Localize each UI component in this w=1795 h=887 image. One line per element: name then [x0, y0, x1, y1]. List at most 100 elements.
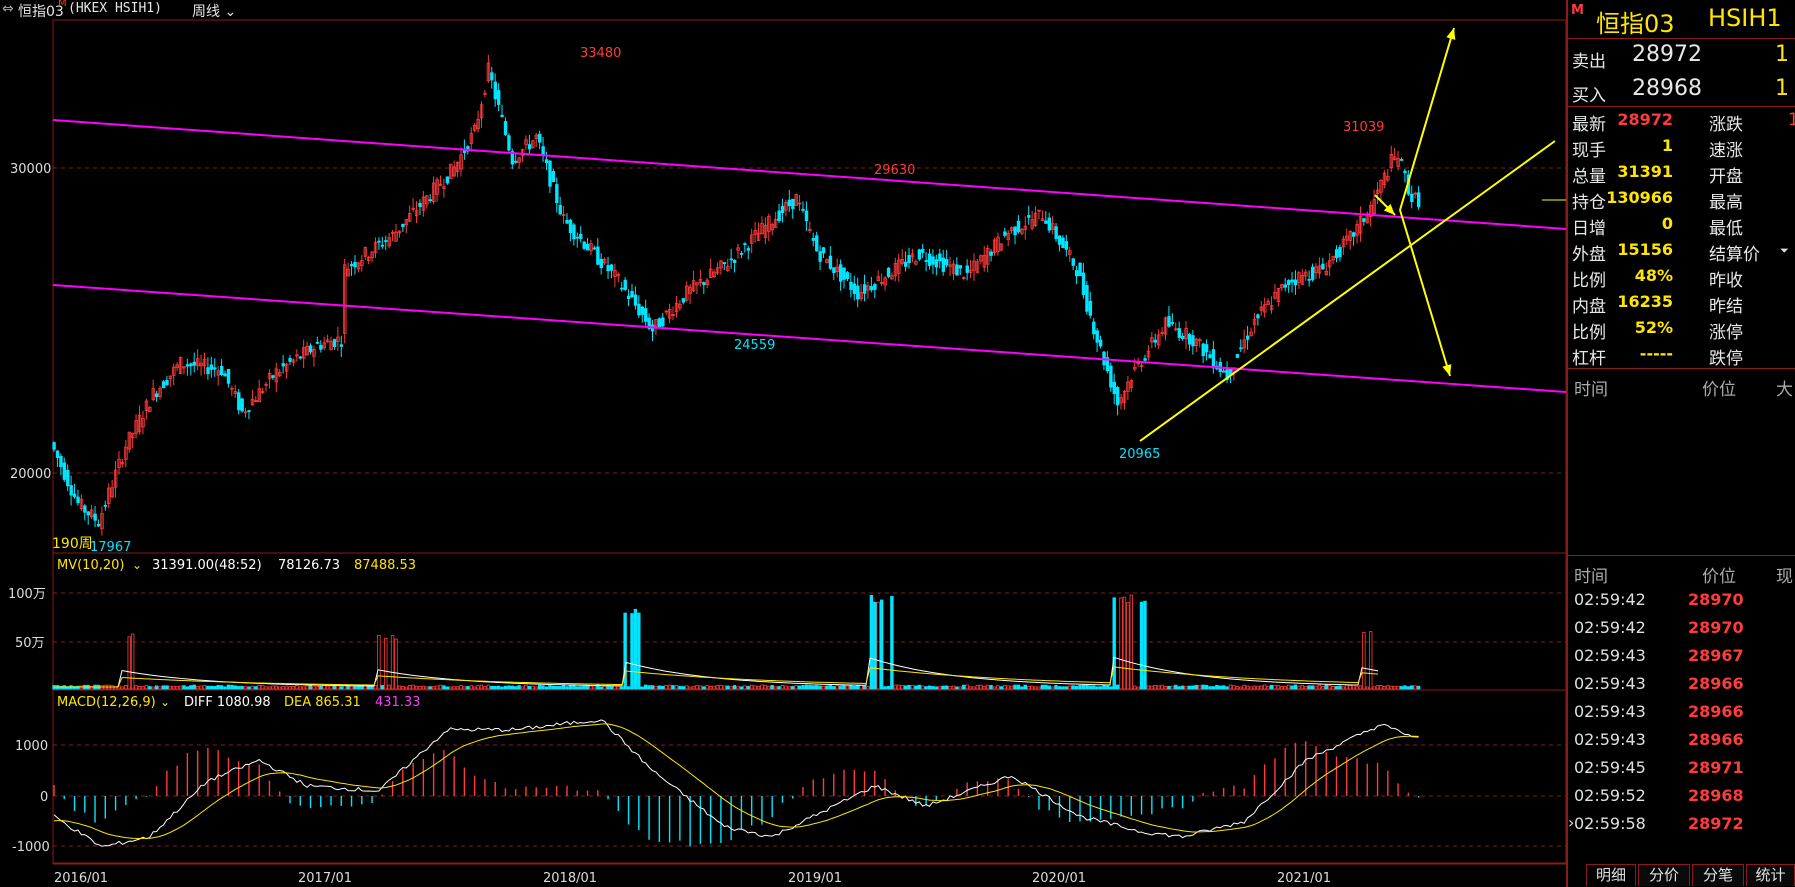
candle-body — [267, 373, 272, 379]
candle-body — [1074, 270, 1079, 277]
volume-bar — [185, 686, 190, 690]
candle-body — [962, 277, 966, 279]
quote-row: 杠杆 ----- 跌停 — [1568, 342, 1795, 369]
volume-bar — [342, 685, 347, 690]
candle-body — [373, 241, 378, 253]
volume-bar — [705, 685, 709, 690]
tab-trades[interactable]: 分笔 — [1692, 864, 1744, 886]
volume-bar — [616, 686, 620, 690]
tab-statistics[interactable]: 统计 — [1746, 864, 1795, 886]
tick-row[interactable]: 02:59:45 28971 — [1568, 754, 1795, 782]
volume-bar — [866, 686, 870, 690]
tab-details[interactable]: 明细 — [1586, 864, 1636, 886]
candle-body — [1263, 304, 1267, 313]
volume-bar — [216, 684, 220, 690]
candle-body — [377, 240, 381, 243]
channel-upper-line — [52, 119, 1566, 230]
volume-bar — [435, 685, 439, 690]
candle-body — [743, 243, 747, 246]
tick-row[interactable]: 02:59:43 28966 — [1568, 670, 1795, 698]
candle-body — [1287, 280, 1291, 286]
quote-row-label-right: 最高 — [1709, 193, 1743, 213]
tick-row[interactable]: 02:59:43 28967 — [1568, 642, 1795, 670]
volume-bar — [637, 612, 641, 690]
settle-dropdown-icon[interactable]: ⏷ — [1780, 244, 1789, 257]
period-selector[interactable]: 周线 ⌄ — [192, 1, 236, 21]
volume-bar — [1232, 685, 1236, 690]
candle-body — [363, 247, 368, 257]
candle-body — [59, 455, 63, 468]
candle-body — [182, 366, 186, 369]
candle-body — [897, 259, 901, 274]
candle-body — [1088, 300, 1093, 316]
candle-body — [261, 391, 265, 393]
candle-body — [719, 260, 723, 269]
volume-bar — [1386, 685, 1390, 690]
volume-bar — [1027, 685, 1031, 690]
volume-bar — [520, 686, 525, 690]
candle-body — [917, 249, 922, 260]
volume-bar — [657, 685, 662, 690]
quote-row-label-right: 涨跌 — [1709, 115, 1743, 135]
volume-bar — [278, 686, 282, 690]
candle-body — [418, 203, 422, 207]
candle-body — [603, 258, 607, 264]
volume-bar — [479, 684, 484, 690]
candle-body — [1208, 354, 1212, 359]
tick-row[interactable]: 02:59:42 28970 — [1568, 614, 1795, 642]
candle-body — [1249, 331, 1253, 337]
volume-bar — [1184, 686, 1188, 690]
candle-body — [1160, 331, 1164, 334]
candle-body — [161, 381, 166, 389]
candle-body — [213, 367, 217, 370]
quote-row-label: 持仓 — [1572, 193, 1606, 213]
candle-body — [1372, 199, 1376, 215]
menu-icon[interactable]: ⇔ — [2, 1, 14, 17]
candle-body — [986, 247, 990, 265]
candle-body — [127, 431, 132, 450]
candle-body — [1348, 231, 1352, 241]
tick-row[interactable]: 02:59:52 28968 — [1568, 782, 1795, 810]
volume-bar — [999, 686, 1004, 690]
tick-row[interactable]: 02:59:58 28972 — [1568, 810, 1795, 838]
volume-bar — [1009, 685, 1014, 690]
candle-body — [367, 256, 371, 262]
volume-bar — [1293, 684, 1298, 690]
candle-body — [473, 124, 477, 131]
volume-bar — [1389, 685, 1393, 690]
tab-price-distribution[interactable]: 分价 — [1638, 864, 1690, 886]
candle-body — [606, 265, 610, 272]
volume-bar — [1105, 685, 1110, 690]
volume-bar — [431, 686, 436, 690]
candle-body — [726, 265, 730, 272]
volume-bar — [1115, 684, 1120, 690]
low-annotation: 24559 — [734, 338, 775, 353]
volume-bar — [305, 685, 309, 690]
tick-row[interactable]: 02:59:42 28970 — [1568, 586, 1795, 614]
tick-row[interactable]: 02:59:43 28966 — [1568, 726, 1795, 754]
candle-body — [797, 202, 802, 205]
candle-body — [305, 345, 309, 356]
candle-body — [411, 207, 415, 210]
volume-bar — [189, 685, 193, 690]
period-count-label: 190周 — [52, 536, 93, 552]
kline-chart[interactable]: 30000 20000 100万 50万 1000 0 -1000 2016/01 2017/0… — [0, 0, 1566, 887]
volume-bar — [192, 684, 196, 690]
candle-body — [821, 247, 826, 254]
candle-body — [1273, 291, 1277, 299]
volume-bar — [161, 685, 166, 690]
tick-time: 02:59:58 — [1574, 814, 1646, 833]
volume-bar — [992, 686, 997, 690]
candle-body — [158, 387, 162, 397]
candle-body — [397, 230, 402, 234]
candle-body — [945, 259, 949, 266]
tick-row[interactable]: 02:59:43 28966 — [1568, 698, 1795, 726]
candle-body — [404, 219, 409, 226]
candle-body — [691, 280, 696, 292]
candle-body — [308, 345, 313, 353]
candle-body — [1085, 285, 1089, 312]
volume-bar — [962, 684, 966, 690]
candle-body — [1016, 220, 1021, 233]
candle-body — [264, 383, 268, 386]
candle-body — [561, 214, 566, 216]
